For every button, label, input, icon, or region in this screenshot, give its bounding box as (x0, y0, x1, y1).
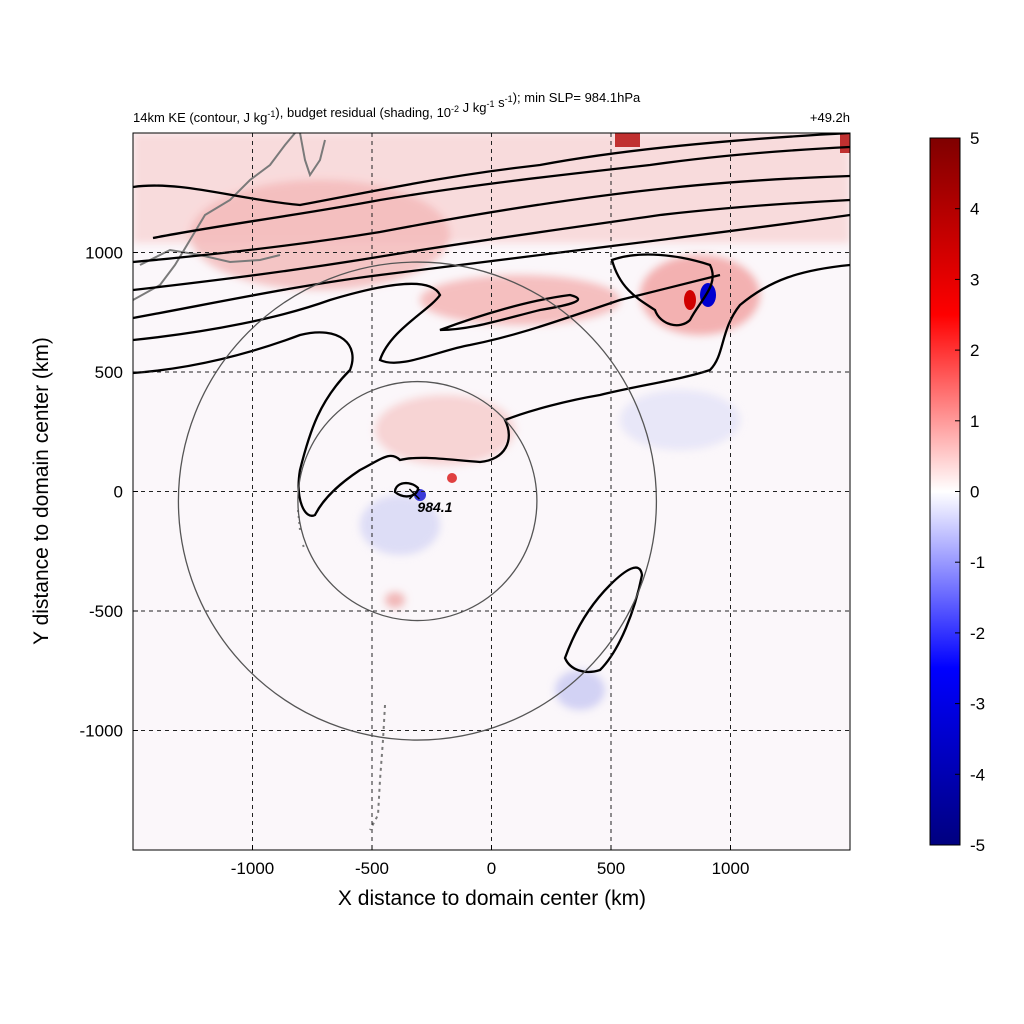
shading-south (555, 670, 605, 710)
coastline-island (299, 133, 326, 178)
contour-core (393, 481, 420, 498)
shading-min (700, 283, 716, 307)
shading-east (620, 390, 740, 450)
contour-trough (133, 273, 721, 364)
colorbar-tick-label: -1 (970, 553, 985, 572)
plot-area: 984.1 (133, 133, 850, 850)
contour-storm-outer (133, 263, 850, 517)
chart-time-label: +49.2h (810, 110, 850, 125)
range-circles (177, 261, 658, 741)
coastline-main (133, 133, 296, 301)
y-axis-ticks: 1000 500 0 -500 -1000 (80, 244, 138, 741)
contour-jet-4 (133, 198, 850, 292)
storm-center-marker: 984.1 (408, 488, 453, 515)
shading-core-max (447, 473, 457, 483)
y-axis-label: Y distance to domain center (km) (30, 337, 53, 645)
colorbar-tick-label: 5 (970, 129, 979, 148)
y-tick-label: 500 (95, 363, 123, 382)
colorbar-tick-label: -2 (970, 624, 985, 643)
y-tick-label: -1000 (80, 722, 123, 741)
colorbar-tick-label: -5 (970, 836, 985, 855)
contour-jet-1 (133, 133, 850, 207)
storm-pressure-label: 984.1 (417, 499, 452, 515)
contour-south (563, 566, 644, 674)
x-tick-label: 0 (487, 859, 496, 878)
range-circle (177, 261, 658, 741)
contour-cell-2 (610, 253, 714, 327)
x-axis-label: X distance to domain center (km) (338, 887, 646, 910)
colorbar-tick-label: 2 (970, 341, 979, 360)
shading-band-1 (420, 275, 620, 325)
shading-north-west (190, 180, 450, 290)
colorbar-ticks: 5 4 3 2 1 0 -1 -2 -3 -4 -5 (955, 129, 985, 855)
y-tick-label: 1000 (85, 244, 123, 263)
x-tick-label: -500 (355, 859, 389, 878)
chart-title: 14km KE (contour, J kg-1), budget residu… (133, 90, 641, 125)
colorbar-tick-label: 4 (970, 200, 979, 219)
colorbar-tick-label: -4 (970, 765, 985, 784)
ke-contours (133, 133, 850, 674)
shading-band-3 (375, 395, 515, 465)
shading-edge-max (840, 133, 850, 153)
shading-top-max (615, 133, 640, 147)
storm-center-cross (408, 488, 420, 500)
y-tick-label: -500 (89, 602, 123, 621)
coastline-islands-mid (297, 509, 306, 551)
x-tick-label: 500 (597, 859, 625, 878)
x-tick-label: -1000 (231, 859, 274, 878)
colorbar-tick-label: -3 (970, 695, 985, 714)
contour-jet-2 (152, 145, 850, 240)
x-axis-ticks: -1000 -500 0 500 1000 (231, 845, 750, 878)
contour-cell-1 (439, 293, 579, 332)
contour-jet-3 (133, 174, 850, 264)
colorbar-tick-label: 3 (970, 270, 979, 289)
coastline-islands-south (369, 704, 386, 831)
x-tick-label: 1000 (712, 859, 750, 878)
shading-max (684, 290, 696, 310)
colorbar-tick-label: 1 (970, 412, 979, 431)
shading-storm-core (360, 495, 440, 555)
colorbar-tick-label: 0 (970, 483, 979, 502)
contour-jet-5 (133, 213, 850, 320)
range-circle (297, 380, 538, 622)
shading-spot (385, 592, 405, 608)
y-tick-label: 0 (114, 483, 123, 502)
